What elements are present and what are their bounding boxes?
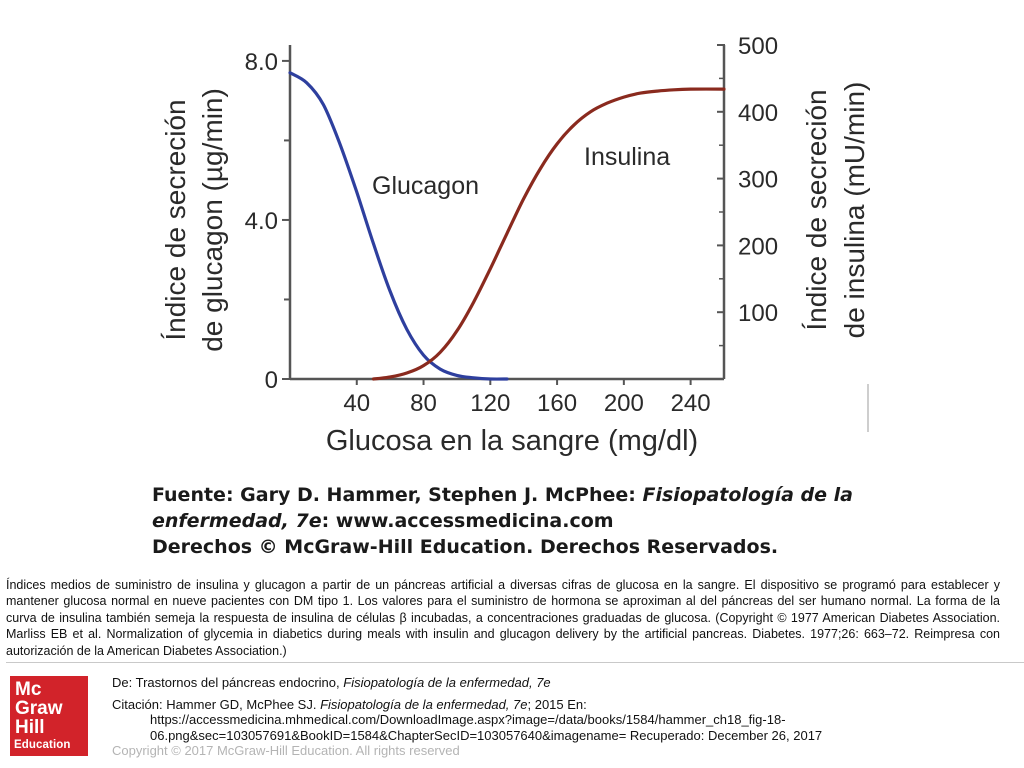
citation-book-title: Fisiopatología de la enfermedad, 7e bbox=[320, 696, 528, 712]
citation-authors: Citación: Hammer GD, McPhee SJ. bbox=[112, 696, 321, 712]
y-left-tick-label-4: 4.0 bbox=[245, 208, 278, 235]
insulina-curve-label: Insulina bbox=[584, 143, 670, 171]
y-left-title-line2: de glucagon (µg/min) bbox=[197, 88, 228, 352]
y-right-tick-label-500: 500 bbox=[738, 33, 778, 60]
x-tick-label-200: 200 bbox=[604, 390, 644, 417]
glucagon-curve-label: Glucagon bbox=[372, 172, 479, 200]
footer-book-title: Fisiopatología de la enfermedad, 7e bbox=[343, 675, 551, 690]
footer-chapter: De: Trastornos del páncreas endocrino, bbox=[112, 675, 344, 690]
source-website: : www.accessmedicina.com bbox=[321, 510, 614, 532]
footer-citation: De: Trastornos del páncreas endocrino, F… bbox=[112, 675, 1012, 759]
series-line-insulina bbox=[371, 87, 726, 381]
source-rights: Derechos © McGraw-Hill Education. Derech… bbox=[152, 536, 779, 558]
y-right-tick-label-100: 100 bbox=[738, 300, 778, 327]
y-right-tick-label-300: 300 bbox=[738, 167, 778, 194]
x-tick-label-120: 120 bbox=[470, 390, 510, 417]
y-left-tick-label-8: 8.0 bbox=[245, 49, 278, 76]
y-right-title-line2: de insulina (mU/min) bbox=[839, 82, 870, 339]
x-tick-label-80: 80 bbox=[410, 390, 437, 417]
figure-caption: Índices medios de suministro de insulina… bbox=[6, 578, 1000, 658]
y-left-title-line1: Índice de secreción bbox=[160, 99, 191, 340]
source-authors: Fuente: Gary D. Hammer, Stephen J. McPhe… bbox=[152, 484, 643, 506]
source-book-title-part1: Fisiopatología de la bbox=[642, 484, 853, 506]
x-axis-title: Glucosa en la sangre (mg/dl) bbox=[326, 425, 698, 457]
source-book-title-part2: enfermedad, 7e bbox=[152, 510, 322, 532]
logo-text-graw: Graw bbox=[15, 698, 63, 719]
footer-divider bbox=[6, 662, 1024, 663]
series-line-glucagon bbox=[288, 71, 509, 381]
citation-url-line2[interactable]: 06.png&sec=103057691&BookID=1584&Chapter… bbox=[150, 727, 823, 743]
figure-source-credit: Fuente: Gary D. Hammer, Stephen J. McPhe… bbox=[152, 482, 872, 560]
logo-text-hill: Hill bbox=[15, 717, 45, 738]
logo-text-mc: Mc bbox=[15, 679, 42, 700]
x-tick-label-40: 40 bbox=[343, 390, 370, 417]
mcgraw-hill-logo: Mc Graw Hill Education bbox=[10, 676, 88, 756]
citation-suffix: ; 2015 En: bbox=[527, 696, 587, 712]
footer-copyright: Copyright © 2017 McGraw-Hill Education. … bbox=[112, 743, 460, 758]
footer-citation-line: Citación: Hammer GD, McPhee SJ. Fisiopat… bbox=[112, 697, 1012, 713]
x-tick-label-240: 240 bbox=[671, 390, 711, 417]
glucose-hormone-chart: 40 80 120 160 200 240 0 4.0 8.0 100 200 300 400 500 G… bbox=[160, 33, 870, 457]
x-tick-label-160: 160 bbox=[537, 390, 577, 417]
y-right-title-line1: Índice de secreción bbox=[801, 89, 832, 330]
y-right-tick-label-400: 400 bbox=[738, 100, 778, 127]
citation-url-line1[interactable]: https://accessmedicina.mhmedical.com/Dow… bbox=[150, 712, 786, 727]
y-left-tick-label-0: 0 bbox=[265, 367, 278, 394]
footer-de-line: De: Trastornos del páncreas endocrino, F… bbox=[112, 675, 1012, 691]
logo-text-education: Education bbox=[14, 739, 71, 751]
y-right-tick-label-200: 200 bbox=[738, 233, 778, 260]
